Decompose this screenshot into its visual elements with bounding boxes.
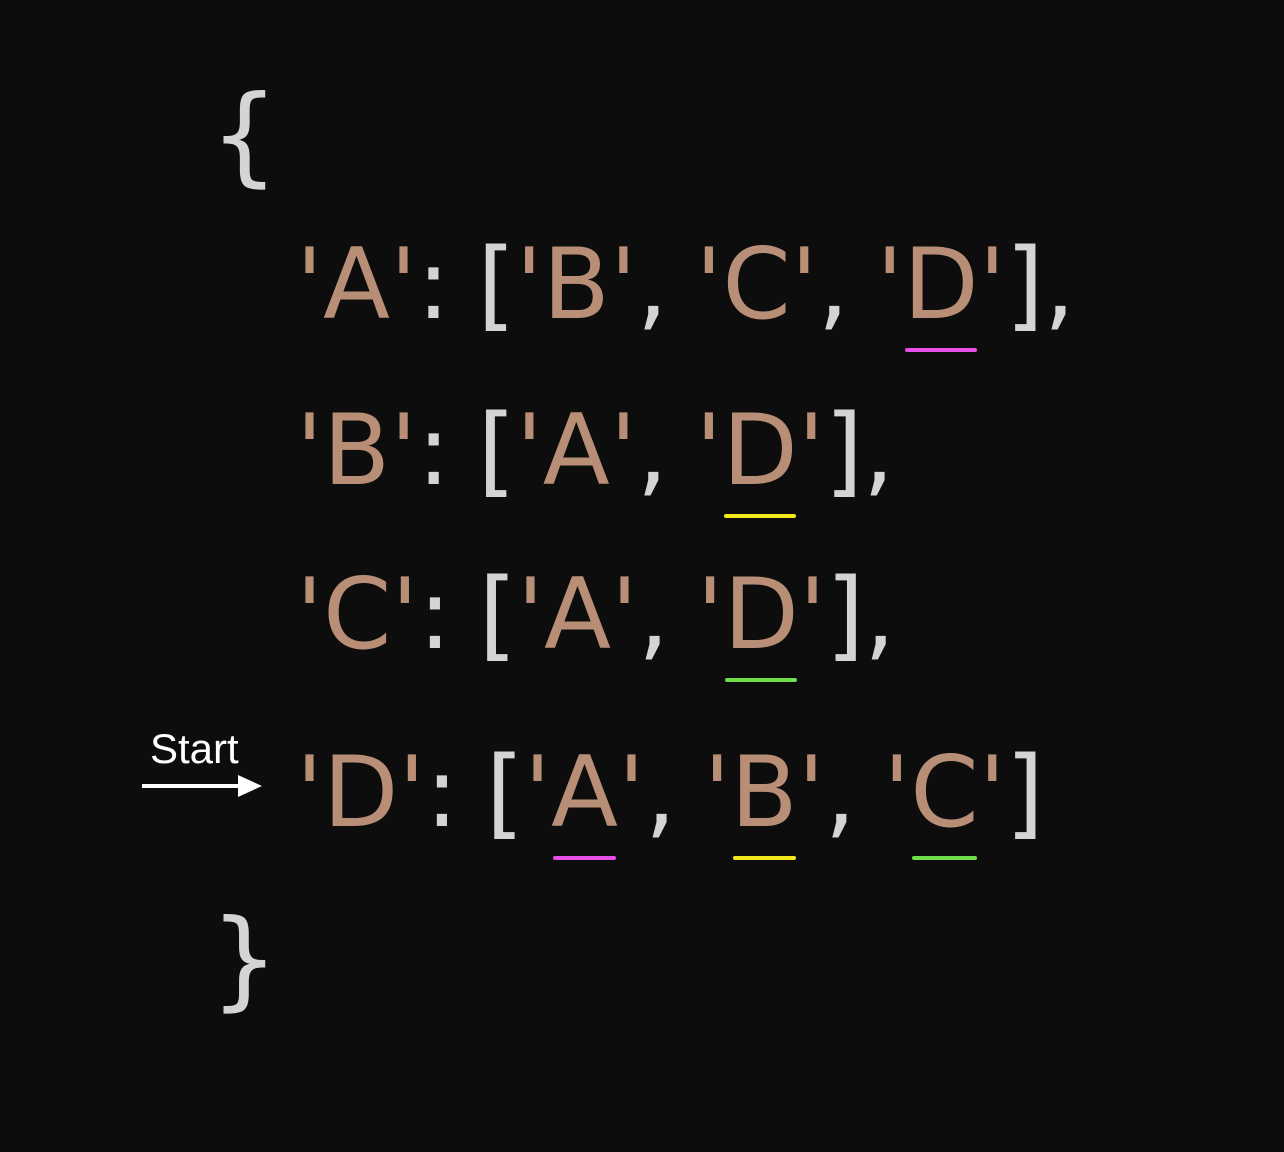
entry-key: 'C' [296,558,419,672]
quote: ' [611,558,638,672]
quote: ' [876,228,904,342]
neighbor-item: 'D ' [696,558,826,682]
quote: ' [790,228,818,342]
entry-key: 'B' [296,394,418,508]
neighbor-item: 'C' [883,736,1006,860]
match-underline [905,347,977,352]
comma: , [636,394,668,508]
open-bracket: [ [477,394,516,508]
colon: : [416,228,450,342]
neighbor-item: 'B' [516,236,637,334]
comma: , [817,228,849,342]
comma: , [864,558,896,672]
comma: , [824,736,856,850]
quote: ' [609,394,637,508]
comma: , [862,394,895,508]
neighbor-label: C [910,744,979,860]
colon: : [425,736,459,850]
quote: ' [978,736,1006,850]
neighbor-label: B [542,228,610,342]
neighbor-item: 'A' [516,402,637,500]
start-arrow-icon [142,775,262,797]
neighbor-item: 'A' [517,566,638,664]
close-bracket: ] [1005,736,1044,850]
comma: , [1043,228,1076,342]
entry-line-b: 'B': ['A', 'D '], [296,394,895,518]
entry-key: 'A' [296,228,417,342]
quote: ' [797,736,825,850]
entry-key: 'D' [296,736,426,850]
quote: ' [618,736,645,850]
neighbor-item: 'D ' [695,394,825,518]
entry-line-a: 'A': ['B', 'C', 'D '], [296,228,1076,352]
close-bracket: ] [1005,228,1044,342]
neighbor-item: 'A' [524,736,645,860]
colon: : [418,558,452,672]
entry-line-d: 'D': ['A ', 'B ', 'C '] [296,736,1044,860]
neighbor-item: 'D ' [876,228,1006,352]
match-underline [725,677,798,682]
quote: ' [797,394,825,508]
match-underline [732,855,796,860]
comma: , [637,558,670,672]
open-brace: { [210,73,279,198]
neighbor-label: D [903,236,979,352]
close-brace: } [210,897,279,1022]
quote: ' [524,736,551,850]
start-label: Start [150,725,239,772]
quote: ' [695,394,723,508]
quote: ' [978,228,1006,342]
neighbor-label: D [722,402,798,518]
colon: : [417,394,451,508]
quote: ' [609,228,637,342]
entry-line-c: 'C': ['A', 'D '], [296,558,896,682]
neighbor-item: 'B' [703,736,825,860]
comma: , [645,736,677,850]
neighbor-label: A [543,558,612,672]
open-bracket: [ [478,558,518,672]
neighbor-label: D [724,566,799,682]
match-underline [912,855,977,860]
quote: ' [703,736,731,850]
match-underline [724,513,796,518]
quote: ' [696,558,724,672]
comma: , [636,228,668,342]
open-bracket: [ [485,736,525,850]
neighbor-label: A [551,744,618,860]
close-bracket: ] [825,558,865,672]
neighbor-label: B [731,744,798,860]
open-bracket: [ [477,228,516,342]
neighbor-item: 'C' [695,236,817,334]
quote: ' [515,394,543,508]
match-underline [552,855,617,860]
quote: ' [517,558,544,672]
close-bracket: ] [824,394,863,508]
neighbor-label: A [542,394,610,508]
quote: ' [695,228,723,342]
quote: ' [798,558,826,672]
neighbor-label: C [722,228,791,342]
quote: ' [515,228,543,342]
quote: ' [883,736,911,850]
